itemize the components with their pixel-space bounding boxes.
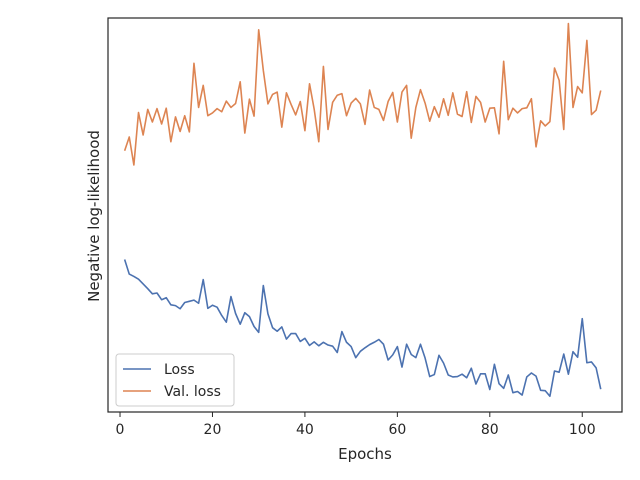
y-axis-label: Negative log-likelihood [85,130,103,302]
legend-box [115,353,235,407]
legend-label-loss: Loss [164,362,195,378]
legend-label-val-loss: Val. loss [164,384,221,400]
legend: Loss Val. loss [115,353,235,407]
plot-frame [107,17,623,413]
x-tick-label: 80 [481,422,499,438]
x-tick-label: 60 [388,422,406,438]
series-line-val-loss [123,22,602,166]
x-axis-label: Epochs [338,445,392,463]
x-tick-label: 40 [296,422,314,438]
x-tick-label: 100 [569,422,596,438]
x-tick-label: 0 [116,422,125,438]
x-tick-label: 20 [204,422,222,438]
series-lines [123,22,602,398]
series-line-loss [123,259,602,398]
x-axis-ticks: 0 20 40 60 80 100 [116,412,596,438]
